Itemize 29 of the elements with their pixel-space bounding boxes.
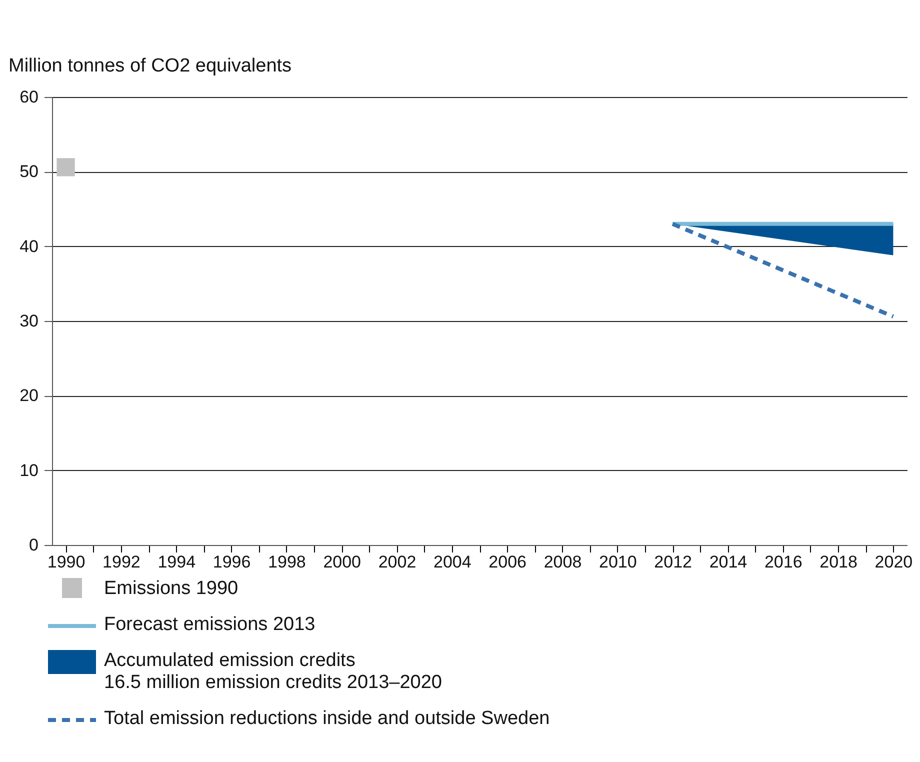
x-tick-label: 2018 [820,552,858,572]
y-tick-label: 30 [20,312,38,330]
x-tick-label: 2002 [378,552,416,572]
y-tick-label: 50 [20,162,38,182]
text: 16.5 million emission credits 2013–2020 [104,672,442,694]
y-tick-label: 40 [20,236,38,256]
x-tick-label: 2016 [764,552,802,572]
y-axis-title: Million tonnes of CO2 equivalents [8,56,292,76]
x-tick-label: 1996 [212,552,251,572]
legend-label: Total emission reductions inside and outside Sweden [104,708,550,730]
x-tick-label: 2020 [874,552,913,572]
legend-label: Emissions 1990 [104,578,238,600]
y-tick-label: 10 [20,460,38,480]
legend-label: Accumulated emission credits [104,650,356,671]
x-tick-label: 2012 [654,552,692,572]
x-tick-label: 2006 [488,552,526,572]
y-tick-label: 60 [20,88,38,106]
x-tick-label: 2010 [598,552,637,572]
x-tick-label: 2008 [544,552,582,572]
x-tick-label: 1994 [158,552,196,572]
x-tick-label: 1990 [47,552,86,572]
x-tick-label: 2000 [323,552,362,572]
x-tick-label: 1992 [102,552,140,572]
y-tick-label: 20 [20,386,38,406]
x-tick-label: 2004 [434,552,472,572]
x-tick-label: 1998 [268,552,306,572]
y-tick-label: 0 [29,536,38,554]
legend-label: Forecast emissions 2013 [104,614,316,636]
x-tick-label: 2014 [709,552,748,572]
